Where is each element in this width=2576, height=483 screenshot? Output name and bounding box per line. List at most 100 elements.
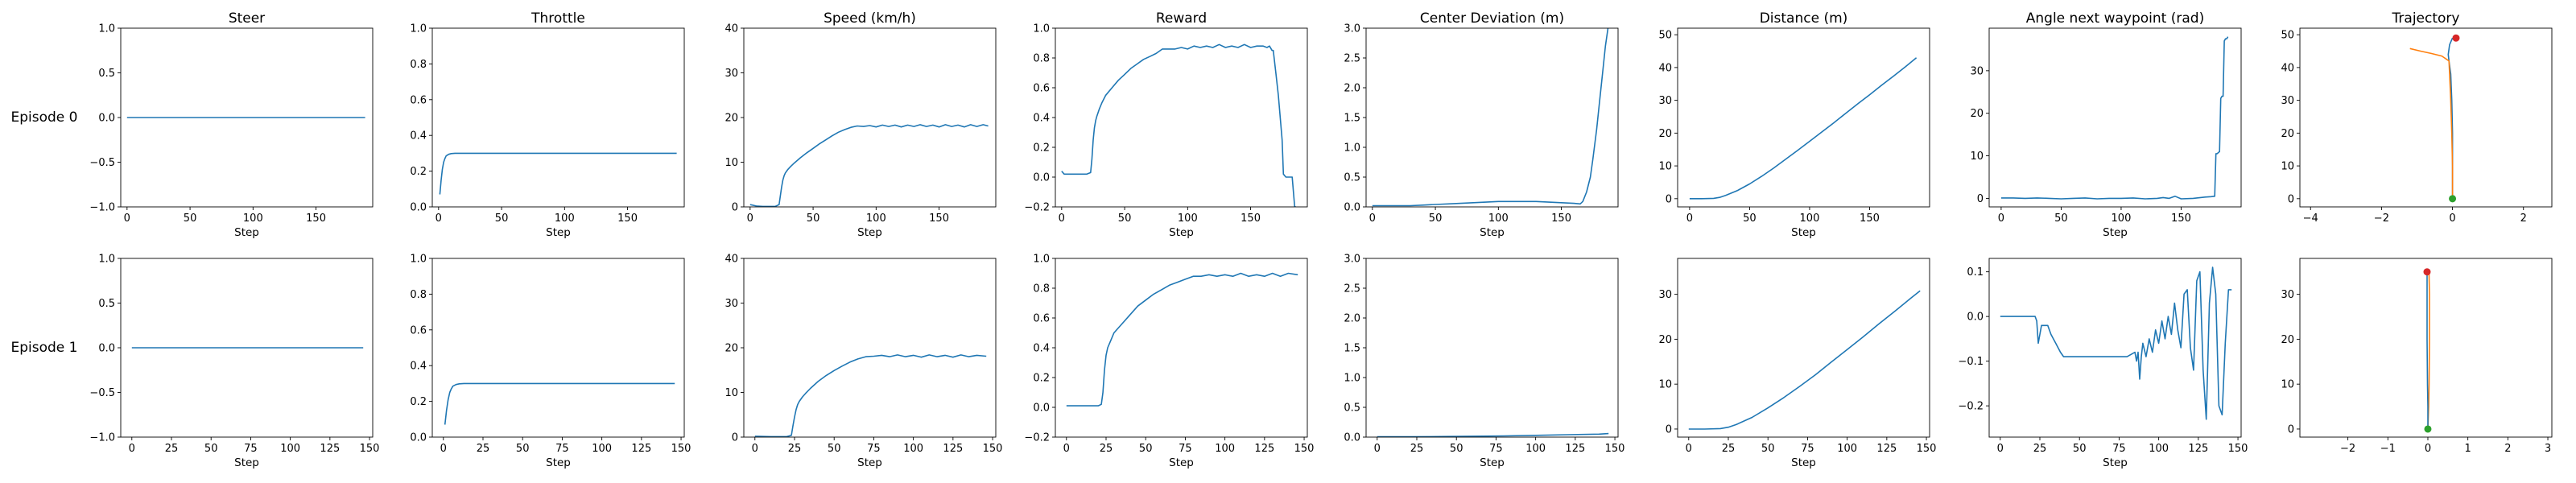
y-tick-label: 2.0	[1344, 83, 1360, 95]
trajectory-path-orange	[2409, 47, 2454, 199]
x-tick-label: 3	[2545, 443, 2551, 455]
series-line	[1372, 28, 1609, 207]
subplot-title: Steer	[229, 10, 265, 27]
x-tick-label: 50	[828, 443, 841, 455]
y-tick-label: 0.5	[1344, 402, 1360, 415]
plot-area	[749, 124, 989, 207]
x-tick-label: 100	[866, 213, 886, 225]
y-tick-label: 1.0	[1033, 254, 1050, 266]
x-tick-label: 150	[671, 443, 691, 455]
subplot-r0-c6: Angle next waypoint (rad) 0 50 100 150 0 10 20 3…	[1970, 10, 2242, 239]
x-tick-label: 0	[129, 443, 135, 455]
subplot-title: Distance (m)	[1760, 10, 1848, 27]
axes-frame	[1677, 258, 1930, 438]
y-tick-label: 30	[1658, 95, 1672, 107]
y-tick-label: 3.0	[1344, 23, 1360, 35]
x-tick-label: 0	[436, 213, 442, 225]
y-tick-label: −0.2	[1024, 432, 1050, 444]
subplot-title: Reward	[1156, 10, 1207, 27]
x-tick-label: 125	[320, 443, 340, 455]
y-tick-label: 2.5	[1344, 283, 1360, 295]
series-line	[1377, 432, 1609, 437]
x-tick-label: 0	[1686, 213, 1693, 225]
y-tick-label: 0.4	[410, 130, 427, 142]
y-tick-label: 1.5	[1344, 343, 1360, 355]
x-tick-label: 150	[1860, 213, 1880, 225]
y-tick-label: 10	[2281, 161, 2294, 173]
trajectory-path-orange	[2427, 271, 2430, 430]
x-tick-label: −4	[2303, 213, 2318, 225]
y-tick-label: 0.6	[1033, 83, 1050, 95]
subplot-r0-c1: Throttle 0 50 100 150 0.0 0.2 0.4 0.6 0.8 1.0 Step	[410, 10, 685, 239]
x-tick-label: 0	[1997, 443, 2004, 455]
y-tick-label: 0.4	[1033, 113, 1050, 125]
y-tick-label: 0.0	[410, 432, 427, 444]
plot-area	[2409, 37, 2454, 199]
subplot-r1-c1: 0 25 50 75 100 125 150 0.0 0.2 0.4 0.6 0.8 1.0 Step	[410, 254, 691, 470]
axes-frame	[431, 258, 685, 438]
y-tick-label: 2.0	[1344, 313, 1360, 325]
x-tick-label: 75	[1801, 443, 1814, 455]
x-tick-label: 100	[555, 213, 575, 225]
y-tick-label: 0.0	[1033, 172, 1050, 184]
x-tick-label: 0	[440, 443, 447, 455]
y-tick-label: 0.0	[1344, 432, 1360, 444]
x-tick-label: 125	[1565, 443, 1585, 455]
y-tick-label: 10	[1970, 151, 1984, 163]
axes-frame	[743, 27, 997, 208]
axes-frame	[1055, 27, 1308, 208]
y-tick-label: 0.5	[1344, 172, 1360, 184]
x-tick-label: 0	[747, 213, 753, 225]
x-tick-label: 2	[2504, 443, 2511, 455]
y-tick-label: 0.1	[1967, 266, 1984, 279]
y-tick-label: 20	[724, 343, 738, 355]
y-tick-label: 0.6	[1033, 313, 1050, 325]
subplot-title: Angle next waypoint (rad)	[2026, 10, 2204, 27]
y-tick-label: 30	[1658, 289, 1672, 301]
x-tick-label: 100	[1488, 213, 1509, 225]
x-tick-label: 50	[1139, 443, 1153, 455]
series-line	[1061, 43, 1296, 207]
y-tick-label: 30	[2281, 289, 2294, 301]
y-tick-label: 1.0	[410, 254, 427, 266]
end-point	[2452, 34, 2460, 42]
x-tick-label: 0	[1686, 443, 1692, 455]
x-tick-label: −2	[2340, 443, 2355, 455]
x-axis-label: Step	[1169, 226, 1194, 239]
plot-area	[1377, 432, 1609, 437]
y-tick-label: 30	[1970, 65, 1984, 77]
y-tick-label: 0.2	[1033, 373, 1050, 385]
subplot-r0-c4: Center Deviation (m) 0 50 100 150 0.0 0.5 1.0 1.…	[1344, 10, 1619, 239]
x-tick-label: 125	[1254, 443, 1274, 455]
x-tick-label: 75	[2112, 443, 2126, 455]
y-tick-label: 10	[724, 387, 738, 399]
series-line	[1689, 57, 1918, 200]
x-tick-label: 75	[1179, 443, 1192, 455]
x-tick-label: 125	[2188, 443, 2208, 455]
series-line	[1688, 290, 1921, 430]
y-tick-label: −0.5	[89, 157, 115, 169]
y-tick-label: 0.4	[1033, 343, 1050, 355]
series-line	[439, 152, 677, 195]
subplot-title: Trajectory	[2392, 10, 2460, 27]
y-tick-label: 1.0	[1344, 373, 1360, 385]
series-line	[2000, 266, 2232, 420]
subplot-title: Speed (km/h)	[824, 10, 916, 27]
y-tick-label: 10	[2281, 379, 2294, 391]
subplot-r1-c4: 0 25 50 75 100 125 150 0.0 0.5 1.0 1.5 2.0 2.5 3.0 Ste…	[1344, 254, 1624, 470]
x-tick-label: 150	[929, 213, 949, 225]
plot-area	[1688, 290, 1921, 430]
x-tick-label: 25	[165, 443, 179, 455]
y-tick-label: 0	[732, 432, 738, 444]
x-tick-label: 25	[2033, 443, 2047, 455]
x-tick-label: 0	[752, 443, 758, 455]
x-tick-label: 150	[983, 443, 1003, 455]
x-tick-label: 0	[1063, 443, 1070, 455]
y-tick-label: 0.8	[410, 289, 427, 301]
y-tick-label: 0	[1666, 193, 1672, 205]
x-tick-label: 25	[1722, 443, 1736, 455]
plot-area	[1689, 57, 1918, 200]
y-tick-label: 0.5	[98, 68, 115, 80]
x-axis-label: Step	[546, 456, 571, 469]
